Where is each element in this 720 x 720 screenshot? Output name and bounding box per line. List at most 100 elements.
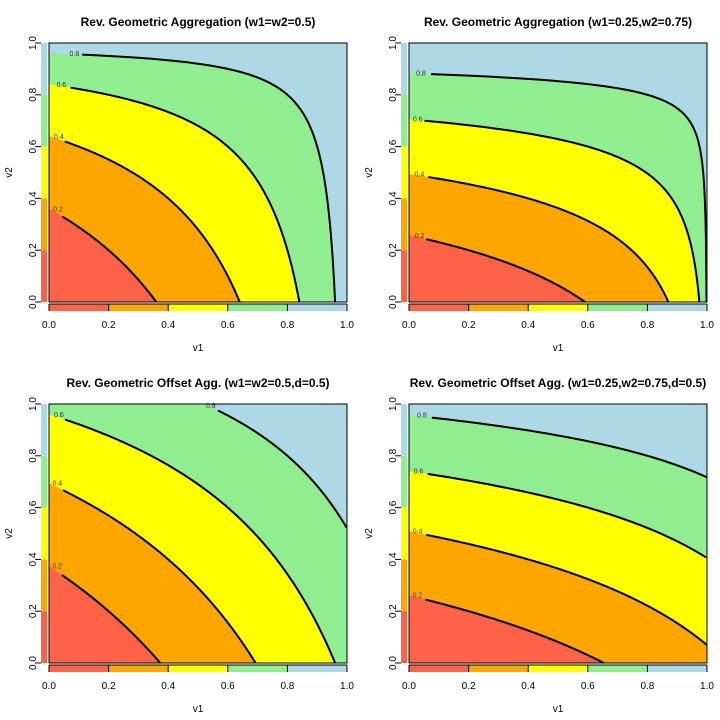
contour-line <box>70 86 301 303</box>
contour-panel: Rev. Geometric Aggregation (w1=w2=0.5) 0.… <box>4 15 354 354</box>
y-axis-label: v2 <box>364 167 375 178</box>
contour-label: 0.6 <box>57 82 67 89</box>
v1-color-strip <box>168 304 228 311</box>
y-tick-label: 0.2 <box>388 604 399 618</box>
contour-line <box>428 176 670 303</box>
x-tick-label: 0.0 <box>42 320 56 331</box>
level-band <box>49 43 157 302</box>
x-tick-label: 0.4 <box>521 320 535 331</box>
y-axis-label: v2 <box>4 167 15 178</box>
v1-color-strip <box>587 304 648 311</box>
contour-label: 0.8 <box>417 413 427 420</box>
chart-title: Rev. Geometric Offset Agg. (w1=0.25,w2=0… <box>410 376 706 390</box>
contour-label: 0.6 <box>413 116 423 123</box>
x-tick-label: 1.0 <box>700 320 714 331</box>
chart-title: Rev. Geometric Offset Agg. (w1=w2=0.5,d=… <box>66 376 329 390</box>
v1-color-strip <box>647 665 707 672</box>
y-tick-label: 1.0 <box>28 397 39 411</box>
x-tick-label: 0.0 <box>42 681 56 692</box>
contour-label: 0.2 <box>52 564 62 571</box>
x-tick-label: 0.8 <box>640 681 654 692</box>
contour-line <box>425 533 708 646</box>
y-tick-label: 0.0 <box>28 295 39 309</box>
y-tick-label: 0.2 <box>28 243 39 257</box>
level-band <box>49 43 240 302</box>
v1-color-strip <box>168 665 228 672</box>
y-tick-label: 0.4 <box>28 191 39 205</box>
plot-frame <box>48 403 348 664</box>
y-tick-label: 0.2 <box>388 243 399 257</box>
x-tick-label: 0.6 <box>221 681 235 692</box>
v2-color-strip <box>41 250 47 302</box>
level-band <box>409 43 585 302</box>
level-band <box>49 404 256 663</box>
contour-label: 0.2 <box>415 233 425 240</box>
v1-color-strip <box>108 665 169 672</box>
y-tick-label: 0.6 <box>28 139 39 153</box>
y-tick-label: 0.2 <box>28 604 39 618</box>
v1-color-strip <box>528 665 588 672</box>
level-band <box>49 404 161 663</box>
contour-line <box>61 215 158 303</box>
contour-label: 0.8 <box>206 403 216 410</box>
contour-line <box>427 472 707 559</box>
contour-label: 0.6 <box>414 468 424 475</box>
contour-panel: Rev. Geometric Offset Agg. (w1=0.25,w2=0… <box>364 376 714 715</box>
x-tick-label: 0.6 <box>581 320 595 331</box>
level-band <box>409 404 604 663</box>
contour-label: 0.2 <box>413 593 423 600</box>
contour-label: 0.8 <box>70 51 80 58</box>
chart-title: Rev. Geometric Aggregation (w1=w2=0.5) <box>81 15 316 29</box>
x-tick-label: 0.0 <box>402 320 416 331</box>
v2-color-strip <box>41 559 47 612</box>
y-tick-label: 0.4 <box>388 552 399 566</box>
contour-label: 0.4 <box>54 134 64 141</box>
contour-line <box>425 598 605 664</box>
y-tick-label: 1.0 <box>28 36 39 50</box>
x-tick-label: 0.2 <box>462 681 476 692</box>
y-tick-label: 0.6 <box>388 139 399 153</box>
v2-color-strip <box>401 146 407 199</box>
contour-line <box>217 409 348 529</box>
x-tick-label: 0.6 <box>581 681 595 692</box>
contour-line <box>64 140 241 303</box>
v1-color-strip <box>409 304 469 311</box>
v2-color-strip <box>41 43 47 95</box>
v2-color-strip <box>401 559 407 612</box>
x-tick-label: 0.0 <box>402 681 416 692</box>
v2-color-strip <box>401 455 407 508</box>
v2-color-strip <box>41 198 47 251</box>
v2-color-strip <box>401 198 407 251</box>
y-tick-label: 0.8 <box>28 448 39 462</box>
chart-title: Rev. Geometric Aggregation (w1=0.25,w2=0… <box>424 15 692 29</box>
y-tick-label: 0.0 <box>388 295 399 309</box>
x-tick-label: 0.8 <box>280 681 294 692</box>
contour-line <box>82 53 337 303</box>
contour-panel: Rev. Geometric Offset Agg. (w1=w2=0.5,d=… <box>4 376 354 715</box>
x-tick-label: 0.6 <box>221 320 235 331</box>
x-tick-label: 0.8 <box>640 320 654 331</box>
level-band <box>409 43 669 302</box>
contour-line <box>431 73 708 303</box>
contour-label: 0.6 <box>54 412 64 419</box>
plot-frame <box>408 403 708 664</box>
contour-label: 0.4 <box>415 171 425 178</box>
x-axis-label: v1 <box>553 704 564 715</box>
contour-label: 0.8 <box>416 70 426 77</box>
v2-color-strip <box>401 611 407 663</box>
x-tick-label: 0.8 <box>280 320 294 331</box>
contour-line <box>431 416 708 479</box>
v2-color-strip <box>401 43 407 95</box>
y-axis-label: v2 <box>4 528 15 539</box>
v1-color-strip <box>49 304 109 311</box>
x-tick-label: 1.0 <box>340 681 354 692</box>
contour-line <box>425 238 586 303</box>
y-tick-label: 0.8 <box>388 87 399 101</box>
v1-color-strip <box>468 665 529 672</box>
contour-line <box>64 418 337 664</box>
x-tick-label: 0.2 <box>102 320 116 331</box>
v1-color-strip <box>287 665 347 672</box>
contour-line <box>62 489 257 664</box>
x-tick-label: 0.4 <box>161 320 175 331</box>
